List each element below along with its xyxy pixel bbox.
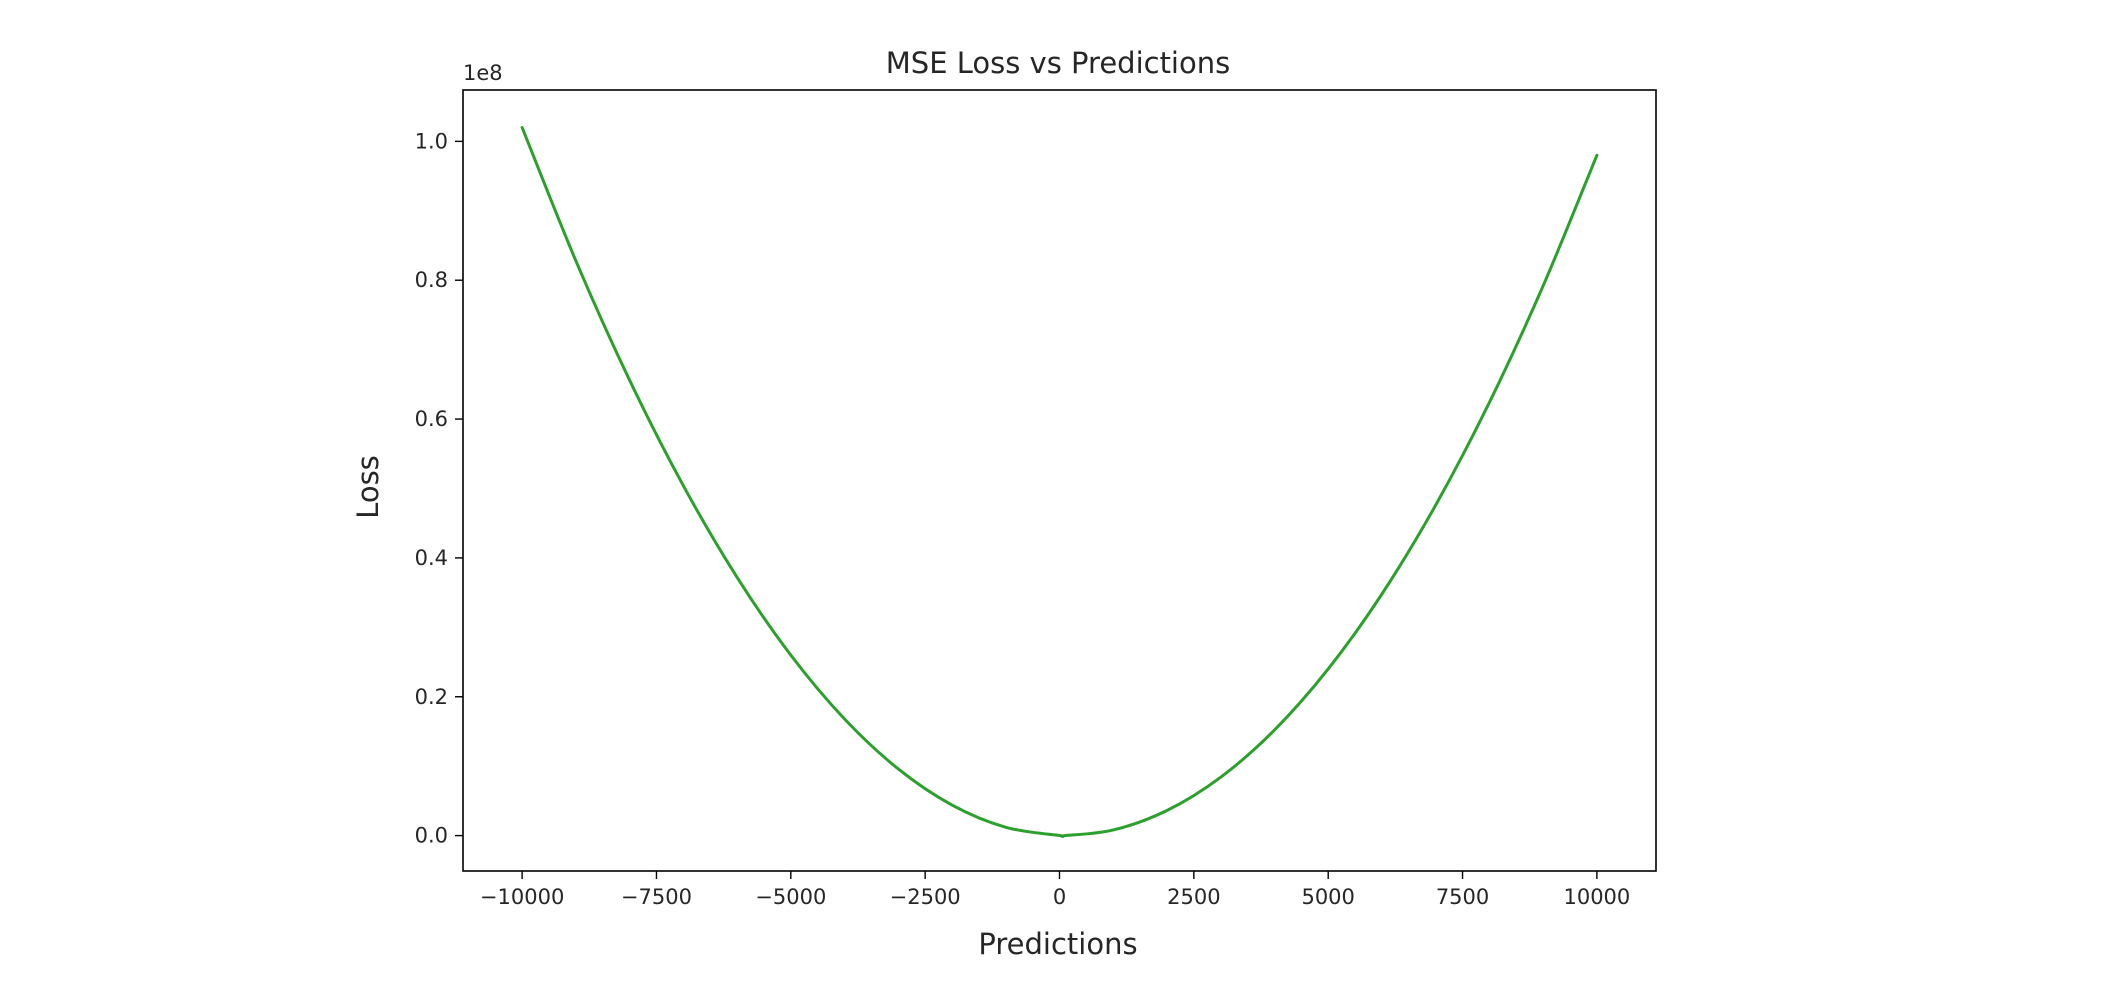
y-axis-offset-label: 1e8 [463,61,503,85]
y-tick-label: 0.4 [415,546,448,570]
y-tick-label: 0.8 [415,268,448,292]
x-tick-label: 7500 [1436,885,1489,909]
x-tick-label: −10000 [480,885,564,909]
loss-curve-series-line [520,125,1599,838]
x-tick-label: −7500 [621,885,692,909]
y-tick-label: 0.0 [415,824,448,848]
x-tick-label: −2500 [890,885,961,909]
chart-title: MSE Loss vs Predictions [886,46,1230,80]
plot-area [520,125,1599,838]
x-tick-label: −5000 [755,885,826,909]
x-tick-label: 5000 [1301,885,1354,909]
x-axis-title: Predictions [978,927,1137,961]
x-tick-label: 10000 [1563,885,1630,909]
y-tick-label: 0.6 [415,407,448,431]
x-tick-label: 2500 [1167,885,1220,909]
y-tick-label: 1.0 [415,129,448,153]
axes-frame [462,89,1657,872]
y-axis-title: Loss [351,455,385,519]
y-tick-label: 0.2 [415,685,448,709]
x-axis: −10000 −7500 −5000 −2500 0 2500 5000 7500 10000 [480,871,1630,909]
x-tick-label: 0 [1053,885,1066,909]
y-axis: 0.0 0.2 0.4 0.6 0.8 1.0 [415,129,463,848]
